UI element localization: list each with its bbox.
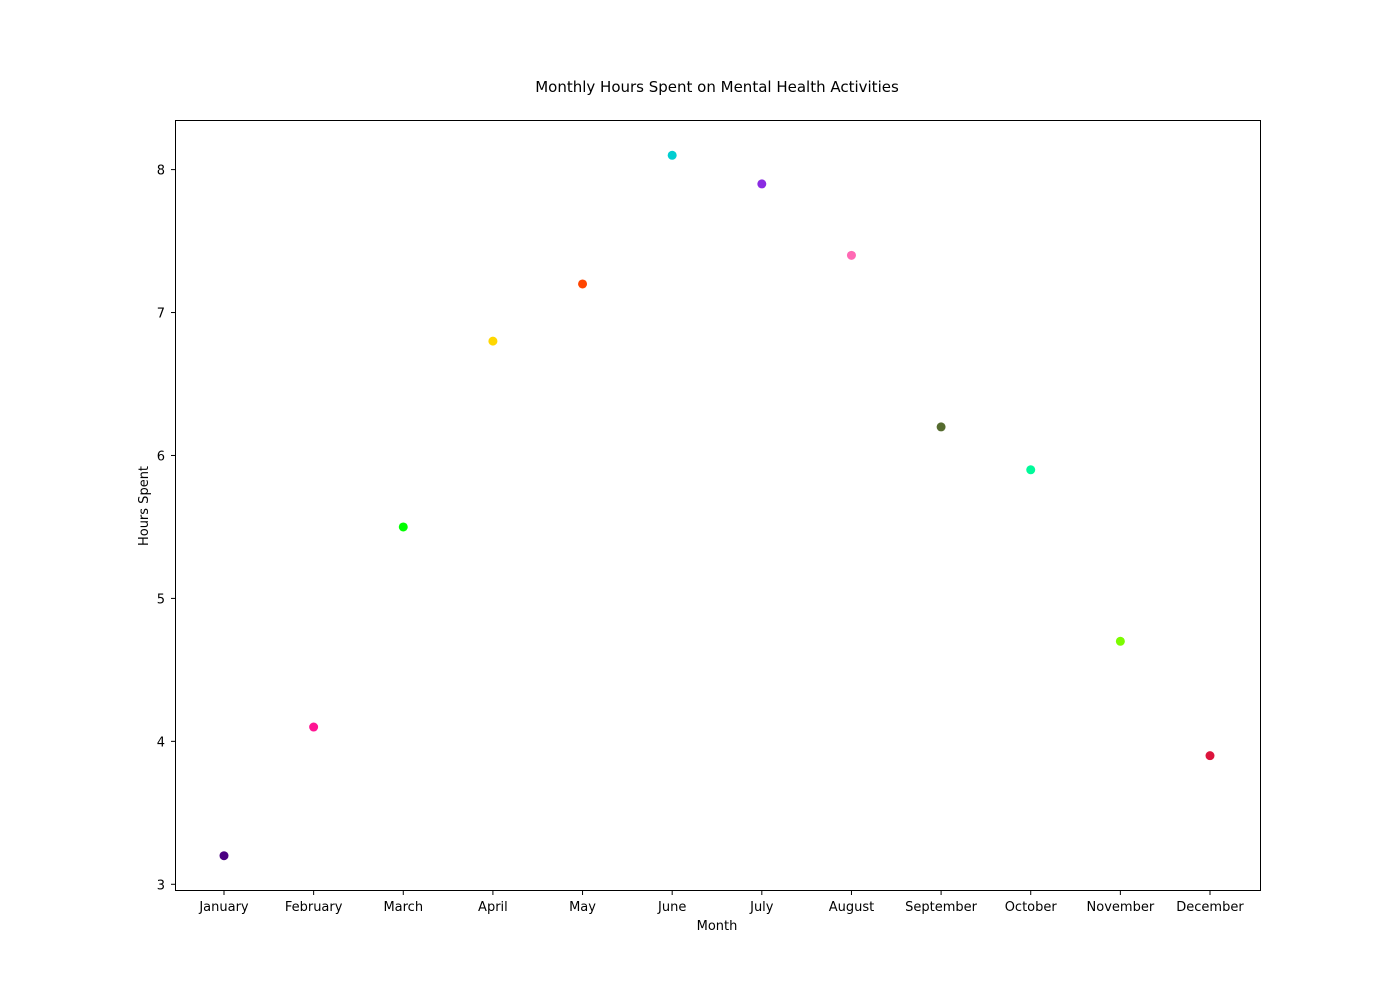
data-point-january: [219, 851, 229, 861]
x-tick-label: October: [1005, 900, 1058, 915]
data-point-march: [398, 522, 408, 532]
data-point-november: [1115, 636, 1125, 646]
data-point-april: [488, 336, 498, 346]
x-axis-ticks: January February March April May June July Augu…: [198, 890, 1244, 915]
y-tick-label: 4: [157, 735, 165, 750]
data-point-february: [309, 722, 319, 732]
data-point-july: [757, 179, 767, 189]
chart-title: Monthly Hours Spent on Mental Health Act…: [535, 78, 899, 96]
x-tick-label: December: [1176, 900, 1244, 915]
x-tick-label: August: [829, 900, 875, 915]
y-tick-label: 7: [157, 307, 165, 322]
y-tick-label: 6: [157, 449, 165, 464]
data-point-december: [1205, 751, 1215, 761]
x-tick-label: April: [478, 900, 508, 915]
data-point-october: [1026, 465, 1036, 475]
x-tick-label: June: [657, 900, 686, 915]
y-axis-ticks: 3 4 5 6 7 8: [157, 164, 176, 893]
x-tick-label: March: [383, 900, 423, 915]
x-tick-label: November: [1087, 900, 1155, 915]
y-axis-label: Hours Spent: [137, 466, 152, 546]
data-point-june: [667, 150, 677, 160]
data-point-september: [936, 422, 946, 432]
data-point-august: [846, 250, 856, 260]
x-tick-label: February: [285, 900, 343, 915]
data-points: [219, 150, 1215, 861]
x-tick-label: July: [749, 900, 774, 915]
x-tick-label: May: [569, 900, 596, 915]
x-tick-label: September: [905, 900, 978, 915]
plot-area-frame: [175, 120, 1261, 891]
y-tick-label: 8: [157, 164, 165, 179]
x-axis-label: Month: [697, 919, 738, 934]
data-point-may: [578, 279, 588, 289]
y-tick-label: 3: [157, 878, 165, 893]
x-tick-label: January: [198, 900, 249, 915]
y-tick-label: 5: [157, 592, 165, 607]
